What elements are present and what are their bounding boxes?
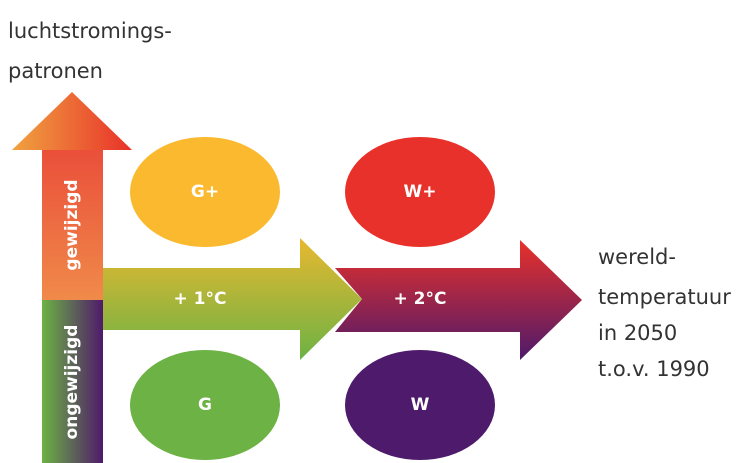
node	[130, 137, 280, 247]
vertical-arrow-upper	[42, 150, 103, 300]
arrow	[335, 240, 582, 360]
node	[345, 350, 495, 460]
node-label: W+	[404, 182, 437, 202]
axis-label-line: wereld-	[598, 245, 676, 269]
vertical-arrow-head	[12, 92, 132, 150]
axis-label: gewijzigd	[62, 179, 82, 270]
arrow	[103, 238, 362, 360]
node-label: G	[198, 395, 212, 415]
axis-label: ongewijzigd	[62, 325, 82, 440]
header-line: patronen	[8, 59, 103, 83]
header-line: luchtstromings-	[8, 19, 172, 43]
node	[130, 350, 280, 460]
vertical-arrow-lower	[42, 300, 103, 463]
arrow-label: + 2°C	[394, 289, 447, 309]
node	[345, 137, 495, 247]
node-label: W	[411, 395, 430, 415]
axis-label-line: t.o.v. 1990	[598, 357, 710, 381]
axis-label-line: in 2050	[598, 321, 677, 345]
arrow-label: + 1°C	[174, 289, 227, 309]
node-label: G+	[191, 182, 219, 202]
axis-label-line: temperatuur	[598, 285, 731, 309]
